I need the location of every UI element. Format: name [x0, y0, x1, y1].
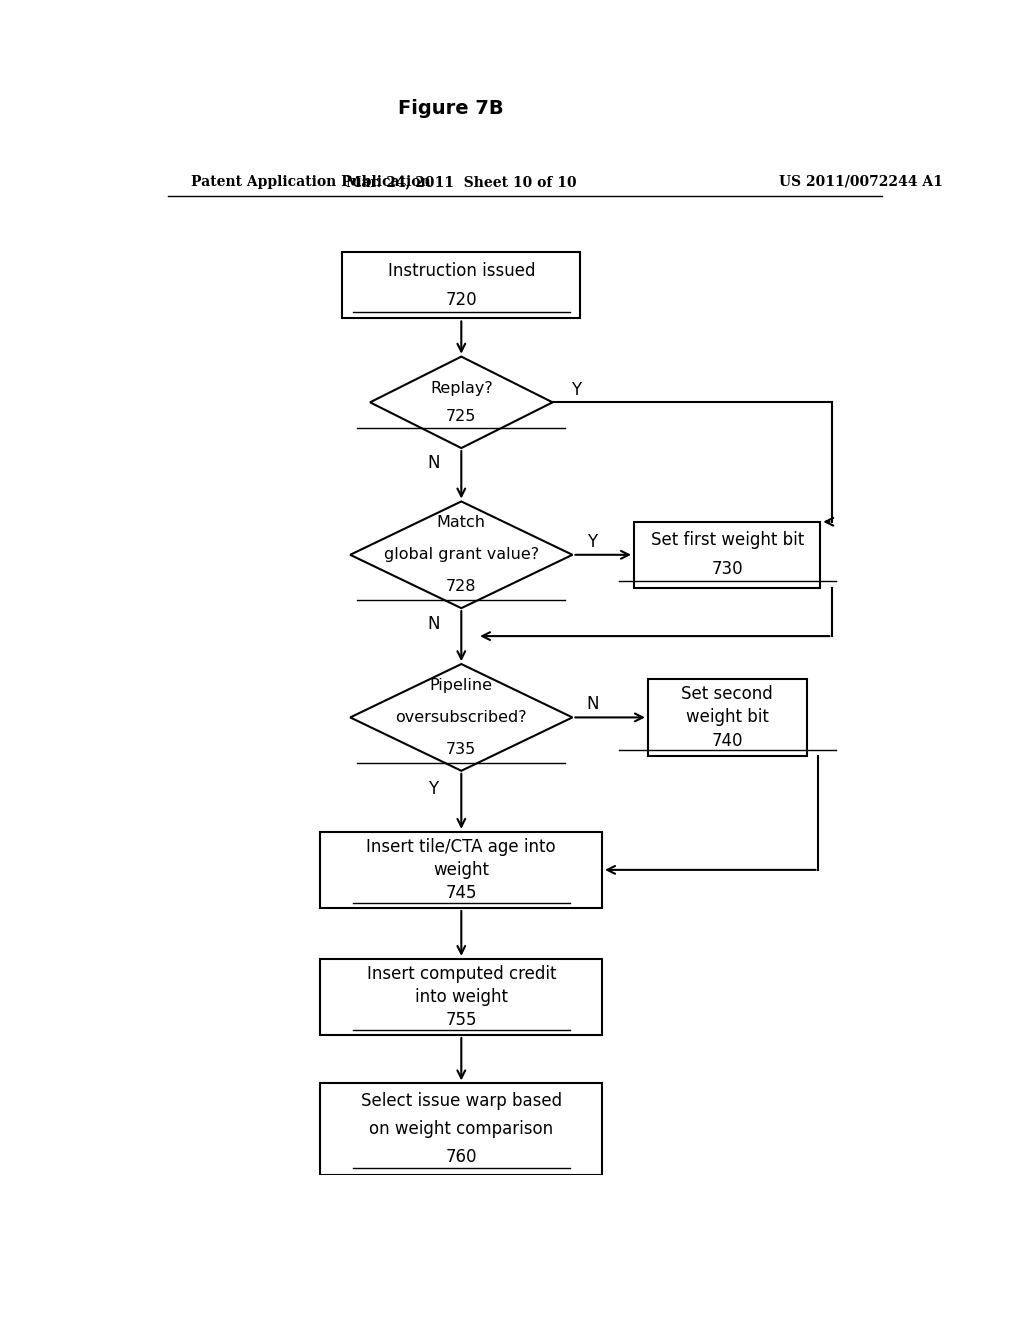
Text: N: N [427, 454, 439, 471]
Text: Set first weight bit: Set first weight bit [650, 532, 804, 549]
Text: Mar. 24, 2011  Sheet 10 of 10: Mar. 24, 2011 Sheet 10 of 10 [346, 174, 577, 189]
Text: global grant value?: global grant value? [384, 548, 539, 562]
Text: Y: Y [428, 780, 438, 799]
Text: Replay?: Replay? [430, 381, 493, 396]
Text: Insert computed credit: Insert computed credit [367, 965, 556, 983]
Text: into weight: into weight [415, 987, 508, 1006]
Text: 760: 760 [445, 1148, 477, 1166]
Text: 755: 755 [445, 1011, 477, 1030]
Text: oversubscribed?: oversubscribed? [395, 710, 527, 725]
Text: Patent Application Publication: Patent Application Publication [191, 174, 431, 189]
FancyBboxPatch shape [321, 1084, 602, 1175]
Text: 730: 730 [712, 560, 743, 578]
Text: 735: 735 [446, 742, 476, 756]
Text: 725: 725 [446, 409, 476, 424]
Text: 740: 740 [712, 731, 743, 750]
Text: 728: 728 [446, 579, 476, 594]
FancyBboxPatch shape [321, 958, 602, 1035]
Text: 745: 745 [445, 884, 477, 902]
Text: Instruction issued: Instruction issued [387, 263, 536, 280]
Text: Set second: Set second [681, 685, 773, 704]
Text: on weight comparison: on weight comparison [370, 1121, 553, 1138]
Text: Y: Y [587, 532, 597, 550]
Text: US 2011/0072244 A1: US 2011/0072244 A1 [778, 174, 943, 189]
Text: Figure 7B: Figure 7B [397, 99, 504, 117]
FancyBboxPatch shape [634, 521, 820, 587]
Text: N: N [586, 696, 598, 713]
Text: Y: Y [571, 381, 582, 399]
FancyBboxPatch shape [321, 832, 602, 908]
Text: 720: 720 [445, 290, 477, 309]
Text: Insert tile/CTA age into: Insert tile/CTA age into [367, 838, 556, 855]
Text: weight: weight [433, 861, 489, 879]
Text: weight bit: weight bit [686, 709, 769, 726]
Text: N: N [427, 615, 439, 632]
FancyBboxPatch shape [342, 252, 581, 318]
Text: Pipeline: Pipeline [430, 678, 493, 693]
Polygon shape [370, 356, 553, 447]
FancyBboxPatch shape [648, 680, 807, 755]
Text: Select issue warp based: Select issue warp based [360, 1093, 562, 1110]
Polygon shape [350, 664, 572, 771]
Text: Match: Match [437, 515, 485, 531]
Polygon shape [350, 502, 572, 609]
